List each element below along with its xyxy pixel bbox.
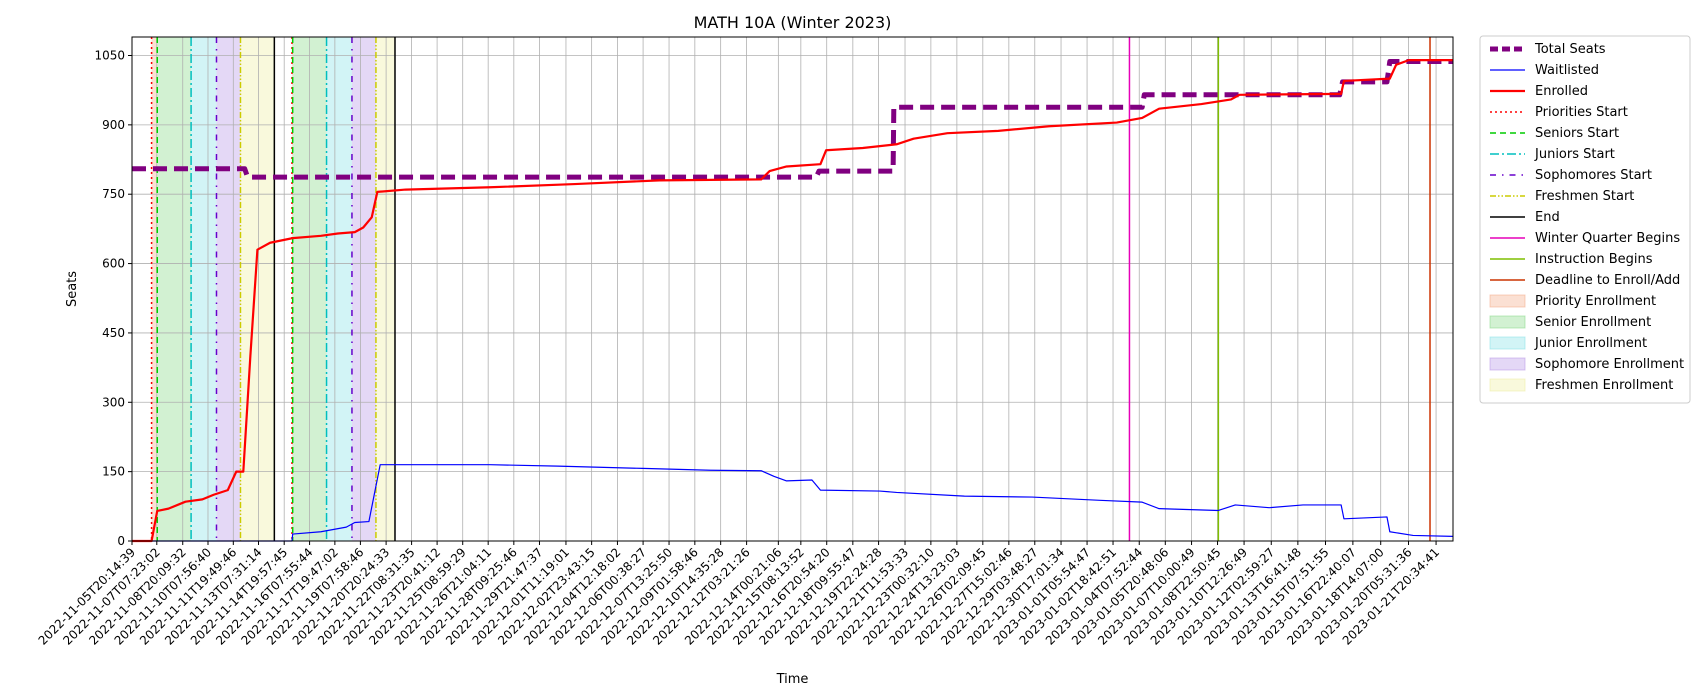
y-tick-label: 600 xyxy=(102,257,125,271)
shade-freshmen-enrollment xyxy=(375,37,395,541)
series xyxy=(132,59,1454,543)
legend-label-deadline-to-enroll-add: Deadline to Enroll/Add xyxy=(1535,273,1680,288)
shade-junior-enrollment xyxy=(326,37,352,541)
y-tick-label: 1050 xyxy=(94,48,125,62)
legend-swatch-freshmen-enrollment xyxy=(1489,378,1526,392)
legend-box xyxy=(1479,35,1691,404)
legend-label-enrolled: Enrolled xyxy=(1535,84,1588,99)
event-lines xyxy=(150,37,1431,541)
legend-label-sophomore-enrollment: Sophomore Enrollment xyxy=(1535,357,1684,372)
y-tick-label: 300 xyxy=(102,395,125,409)
plot-frame xyxy=(131,36,1454,542)
legend-label-winter-quarter-begins: Winter Quarter Begins xyxy=(1535,231,1680,246)
legend-label-freshmen-start: Freshmen Start xyxy=(1535,189,1634,204)
shaded-regions xyxy=(151,37,395,541)
y-tick-label: 0 xyxy=(117,534,125,548)
series-total-seats xyxy=(132,59,1453,180)
legend-label-total-seats: Total Seats xyxy=(1534,42,1606,57)
legend-label-sophomores-start: Sophomores Start xyxy=(1535,168,1652,183)
shade-freshmen-enrollment xyxy=(240,37,275,541)
legend: Total Seats Waitlisted Enrolled Priorities … xyxy=(1479,35,1691,404)
legend-label-instruction-begins: Instruction Begins xyxy=(1535,252,1653,267)
legend-label-waitlisted: Waitlisted xyxy=(1535,63,1599,78)
legend-swatch-sophomore-enrollment xyxy=(1489,357,1526,371)
chart-title: MATH 10A (Winter 2023) xyxy=(694,13,892,32)
shade-senior-enrollment xyxy=(157,37,192,541)
y-tick-label: 900 xyxy=(102,118,125,132)
legend-swatch-priority-enrollment xyxy=(1489,294,1526,308)
legend-label-priorities-start: Priorities Start xyxy=(1535,105,1628,120)
y-tick-label: 750 xyxy=(102,187,125,201)
legend-label-juniors-start: Juniors Start xyxy=(1534,147,1615,162)
shade-junior-enrollment xyxy=(191,37,217,541)
legend-label-priority-enrollment: Priority Enrollment xyxy=(1535,294,1656,309)
y-tick-label: 150 xyxy=(102,465,125,479)
x-axis: 2022-11-05T20:14:392022-11-07T07:23:0220… xyxy=(36,541,1442,648)
legend-label-senior-enrollment: Senior Enrollment xyxy=(1535,315,1651,330)
y-axis: 0 150 300 450 600 750 900 1050 xyxy=(94,48,132,548)
legend-label-seniors-start: Seniors Start xyxy=(1535,126,1619,141)
legend-swatch-junior-enrollment xyxy=(1489,336,1526,350)
series-enrolled xyxy=(132,59,1453,543)
shade-sophomore-enrollment xyxy=(216,37,241,541)
legend-label-freshmen-enrollment: Freshmen Enrollment xyxy=(1535,378,1673,393)
legend-swatch-senior-enrollment xyxy=(1489,315,1526,329)
legend-label-junior-enrollment: Junior Enrollment xyxy=(1534,336,1647,351)
x-axis-title: Time xyxy=(776,672,809,687)
series-waitlisted xyxy=(132,464,1454,542)
y-axis-title: Seats xyxy=(65,271,80,307)
legend-label-end: End xyxy=(1535,210,1560,225)
shade-priority-enrollment xyxy=(151,37,158,541)
shade-sophomore-enrollment xyxy=(351,37,376,541)
y-tick-label: 450 xyxy=(102,326,125,340)
